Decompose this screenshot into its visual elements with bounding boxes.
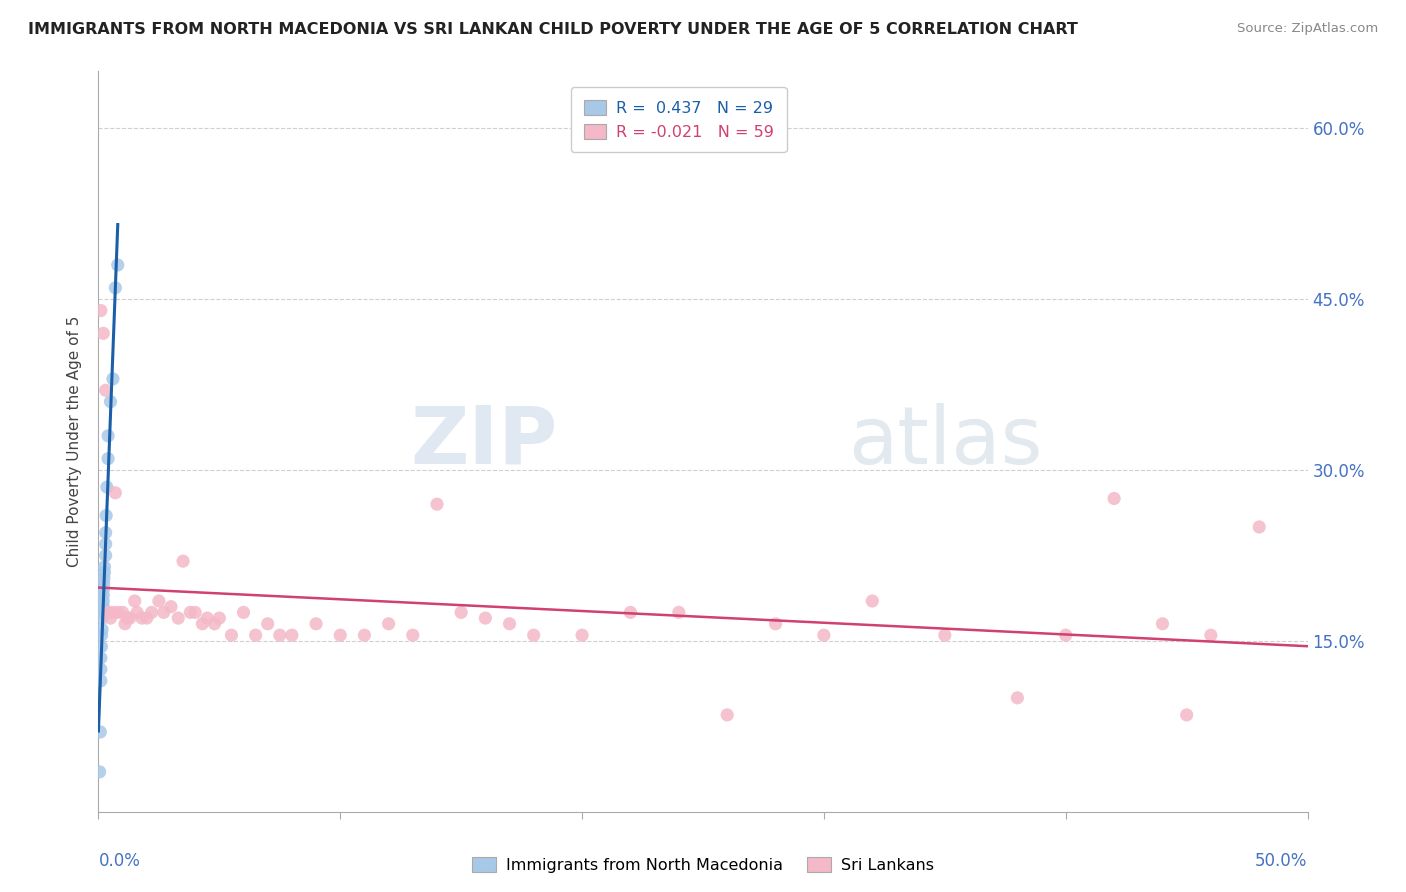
Text: 50.0%: 50.0% [1256,853,1308,871]
Legend: Immigrants from North Macedonia, Sri Lankans: Immigrants from North Macedonia, Sri Lan… [467,851,939,880]
Point [89,764,111,779]
Point [1054,628,1077,642]
Point [96,508,118,523]
Text: Source: ZipAtlas.com: Source: ZipAtlas.com [1237,22,1378,36]
Point [93,559,115,574]
Point [93,571,115,585]
Text: atlas: atlas [848,402,1042,481]
Point [101,606,124,620]
Point [91,582,114,597]
Point [329,628,352,642]
Text: IMMIGRANTS FROM NORTH MACEDONIA VS SRI LANKAN CHILD POVERTY UNDER THE AGE OF 5 C: IMMIGRANTS FROM NORTH MACEDONIA VS SRI L… [28,22,1078,37]
Point [619,606,641,620]
Point [111,606,134,620]
Point [160,599,183,614]
Point [96,480,118,494]
Point [91,599,114,614]
Point [195,611,218,625]
Point [191,616,214,631]
Text: ZIP: ZIP [411,402,558,481]
Point [107,606,129,620]
Point [204,616,226,631]
Point [208,611,231,625]
Point [765,616,787,631]
Point [377,616,399,631]
Point [1175,707,1198,722]
Point [184,606,207,620]
Point [148,594,170,608]
Point [94,525,117,540]
Point [1152,616,1174,631]
Point [934,628,956,642]
Point [135,611,157,625]
Point [1249,520,1271,534]
Point [91,606,114,620]
Point [269,628,291,642]
Legend: R =  0.437   N = 29, R = -0.021   N = 59: R = 0.437 N = 29, R = -0.021 N = 59 [571,87,786,153]
Point [114,616,136,631]
Point [1102,491,1125,506]
Point [426,497,449,511]
Point [668,606,690,620]
Point [860,594,883,608]
Point [523,628,546,642]
Point [498,616,520,631]
Point [179,606,201,620]
Point [104,485,127,500]
Point [90,640,112,654]
Point [402,628,425,642]
Point [221,628,243,642]
Text: 0.0%: 0.0% [98,853,141,871]
Point [90,628,112,642]
Point [91,623,114,637]
Point [97,606,120,620]
Point [90,673,112,688]
Point [91,594,114,608]
Point [245,628,267,642]
Point [90,662,112,676]
Point [124,594,146,608]
Point [97,429,120,443]
Point [450,606,472,620]
Point [141,606,163,620]
Point [1007,690,1029,705]
Point [104,281,127,295]
Point [353,628,375,642]
Point [1199,628,1222,642]
Point [172,554,194,568]
Point [91,326,114,341]
Point [256,616,278,631]
Point [571,628,593,642]
Point [107,258,129,272]
Point [94,537,117,551]
Point [91,611,114,625]
Point [716,707,738,722]
Point [90,303,112,318]
Point [474,611,496,625]
Point [305,616,328,631]
Point [89,725,111,739]
Point [93,566,115,580]
Point [101,372,124,386]
Point [127,606,149,620]
Point [117,611,139,625]
Point [281,628,304,642]
Point [100,394,122,409]
Point [100,611,122,625]
Point [131,611,153,625]
Point [91,588,114,602]
Point [97,451,120,466]
Point [232,606,254,620]
Point [90,651,112,665]
Y-axis label: Child Poverty Under the Age of 5: Child Poverty Under the Age of 5 [67,316,83,567]
Point [93,577,115,591]
Point [813,628,835,642]
Point [94,384,117,398]
Point [152,606,174,620]
Point [167,611,190,625]
Point [94,549,117,563]
Point [118,611,141,625]
